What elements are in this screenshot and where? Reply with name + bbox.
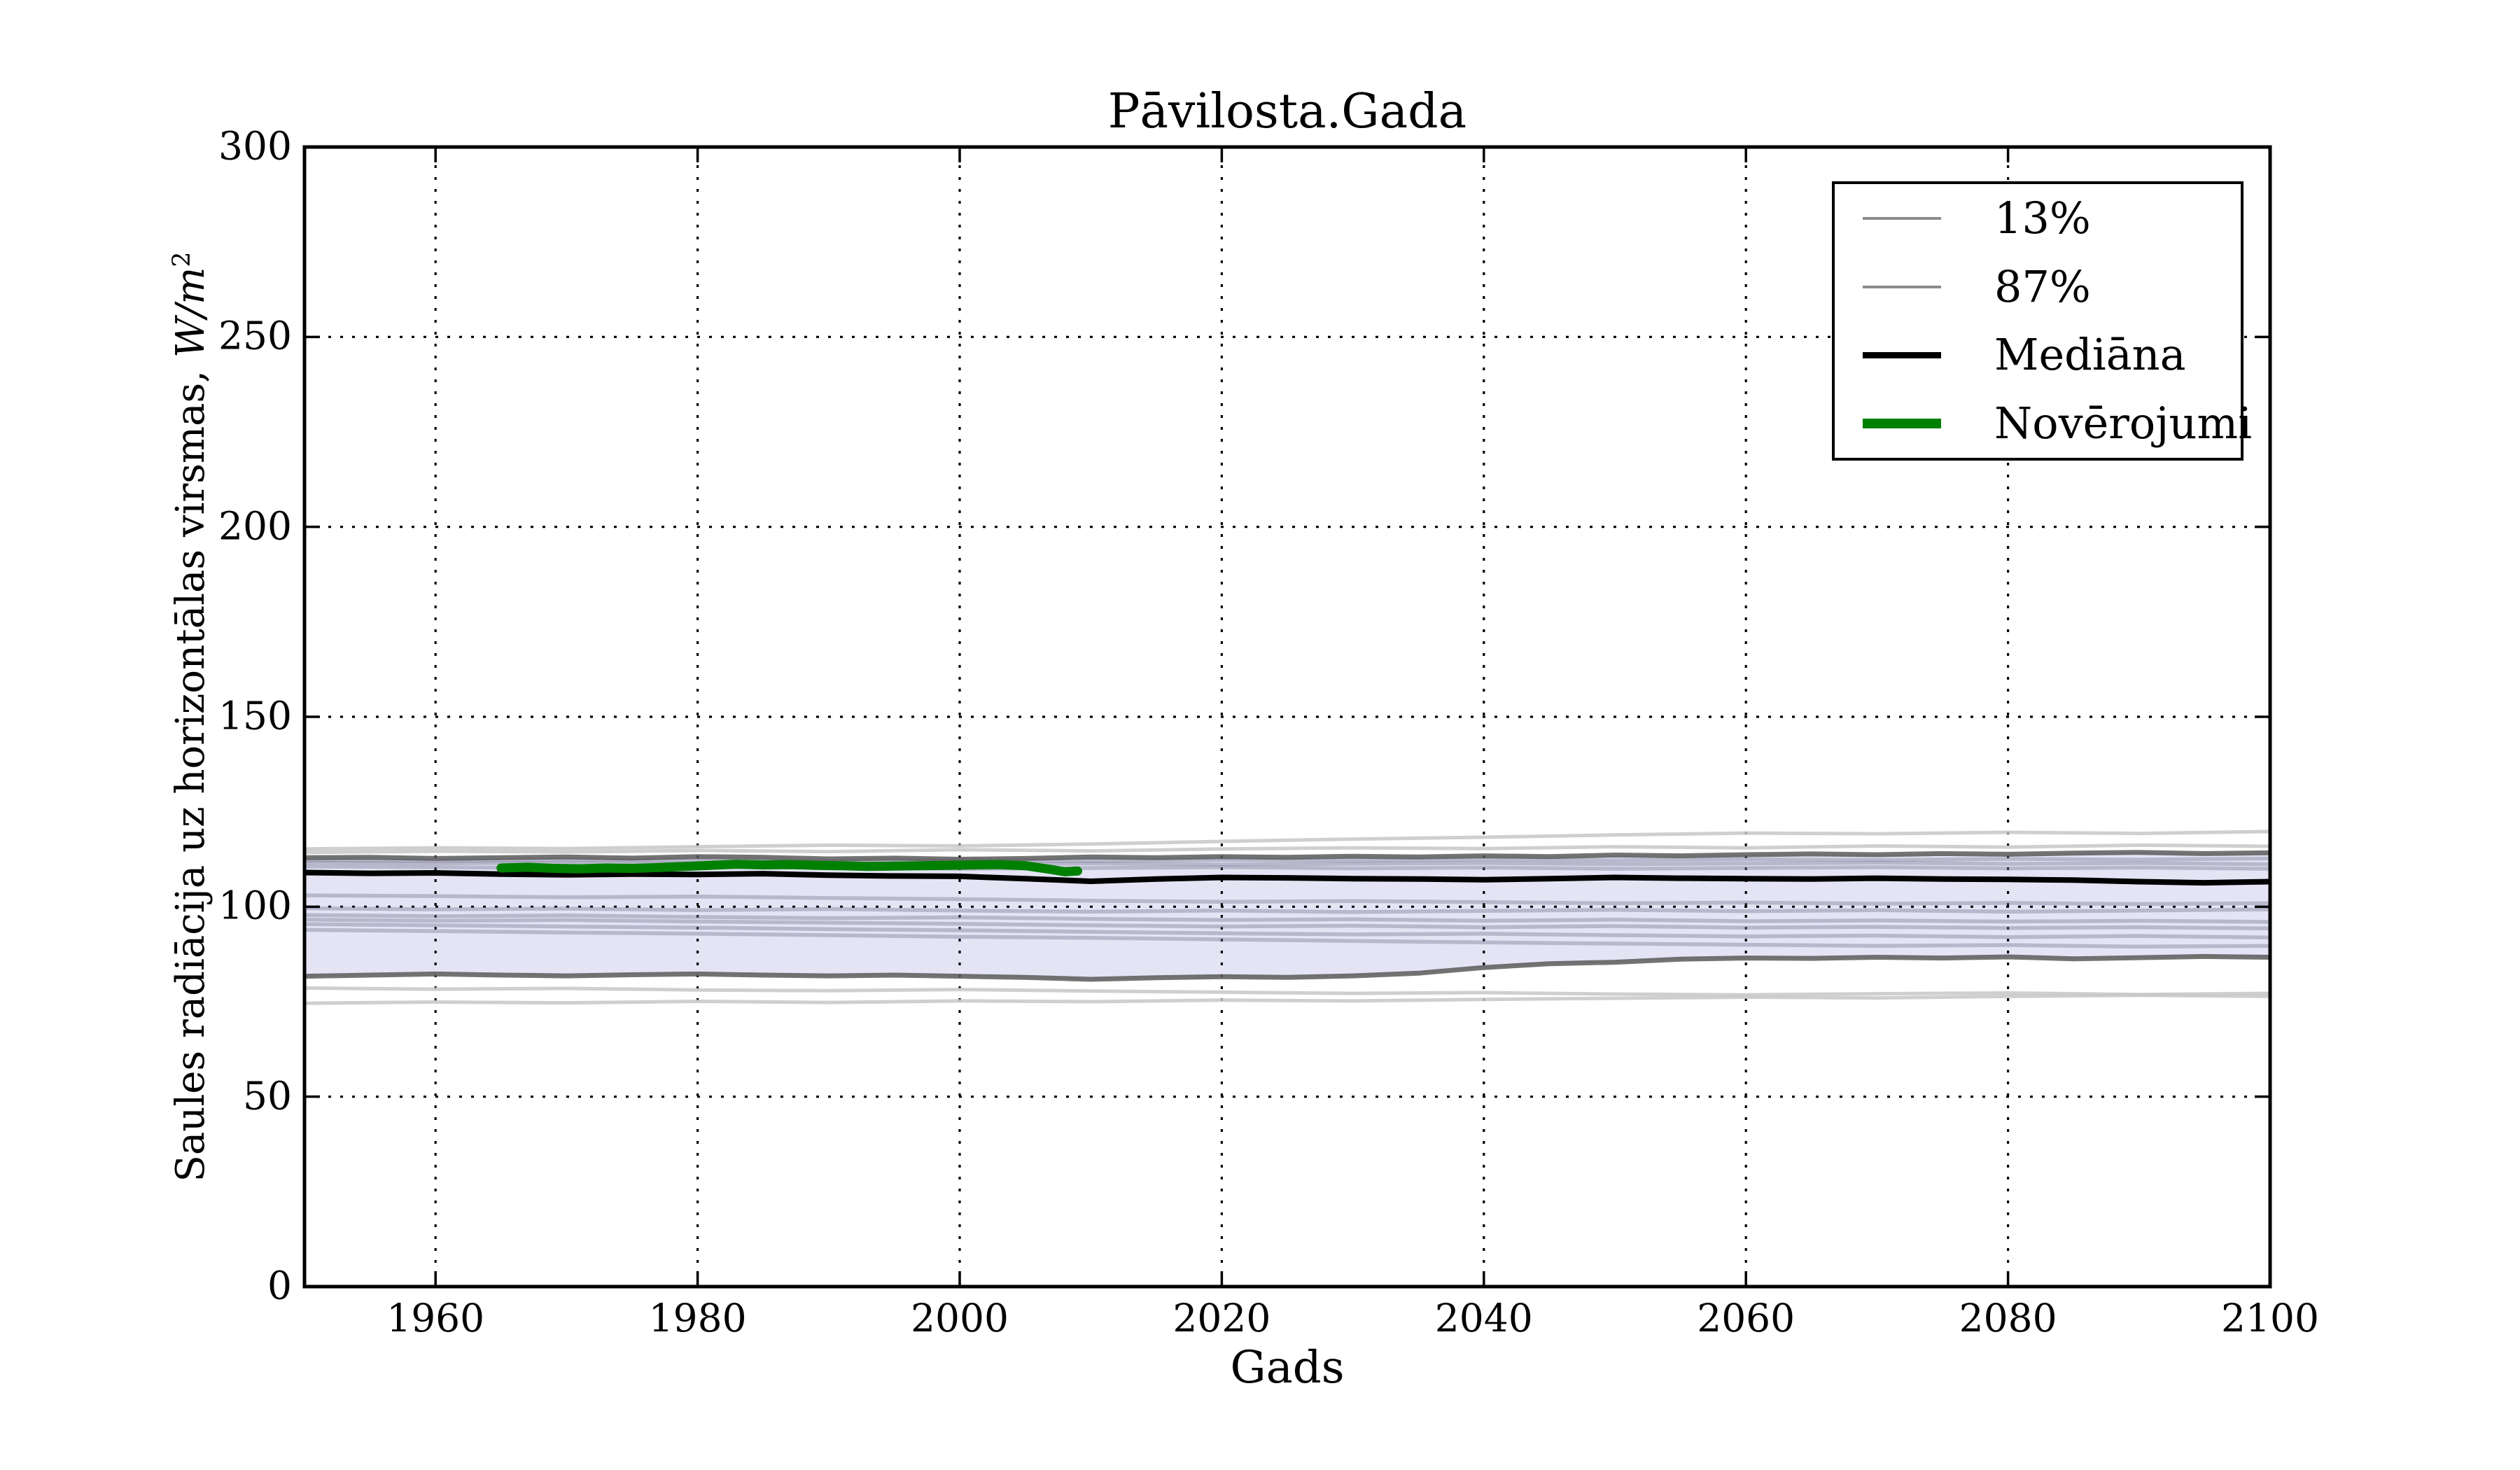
- ensemble-mid-5-line: [304, 922, 2271, 940]
- x-tick-label: 2100: [2221, 1296, 2319, 1340]
- y-tick-label: 50: [243, 1073, 292, 1119]
- legend-item-noverojumi: Novērojumi: [1835, 390, 2252, 457]
- x-tick-label: 2080: [1959, 1296, 2057, 1340]
- y-axis-label-unit: W/m: [167, 267, 214, 358]
- legend: 13% 87% Mediāna Novērojumi: [1832, 181, 2252, 461]
- ensemble-mid-2-line: [304, 906, 2271, 914]
- chart-title: Pāvilosta.Gada: [1107, 84, 1467, 139]
- ensemble-low-1-line: [304, 993, 2271, 1005]
- x-tick-label: 2020: [1172, 1296, 1271, 1340]
- ensemble-mid-1-line: [304, 893, 2271, 906]
- y-tick-label: 150: [218, 693, 292, 738]
- x-axis-label: Gads: [1230, 1342, 1345, 1394]
- legend-line-sample-13pct: [1863, 216, 1941, 220]
- x-tick-label: 2000: [911, 1296, 1009, 1340]
- ensemble-mid-3-line: [304, 913, 2271, 924]
- ensemble-mid-6-line: [304, 927, 2271, 949]
- ensemble-mid-7-line: [304, 860, 2271, 867]
- x-tick-label: 2060: [1697, 1296, 1795, 1340]
- ensemble-high-2-line: [304, 843, 2271, 855]
- lower-percentile-line: [304, 953, 2271, 982]
- ensemble-low-2-line: [304, 986, 2271, 997]
- percentile-band-fill: [304, 852, 2270, 979]
- legend-line-sample-noverojumi: [1863, 419, 1941, 429]
- y-tick-label: 200: [218, 503, 292, 549]
- y-tick-label: 0: [267, 1263, 292, 1308]
- legend-item-mediana: Mediāna: [1835, 321, 2241, 388]
- y-tick-label: 250: [218, 313, 292, 358]
- median-line: [304, 869, 2271, 886]
- ensemble-mid-4-line: [304, 918, 2271, 931]
- x-tick-label: 2040: [1434, 1296, 1533, 1340]
- x-tick-label: 1980: [648, 1296, 747, 1340]
- x-tick-label: 1960: [386, 1296, 485, 1340]
- y-tick-label: 300: [218, 123, 292, 169]
- legend-label: Novērojumi: [1994, 398, 2253, 449]
- legend-label: 13%: [1994, 192, 2091, 244]
- y-axis-label-text: Saules radiācija uz horizontālas virsmas…: [167, 358, 214, 1182]
- ensemble-high-1-line: [304, 830, 2271, 851]
- upper-percentile-line: [304, 850, 2271, 862]
- legend-label: 87%: [1994, 260, 2091, 312]
- y-axis-label-exponent: 2: [168, 251, 197, 267]
- legend-item-13pct: 13%: [1835, 185, 2241, 252]
- legend-label: Mediāna: [1994, 329, 2186, 381]
- legend-line-sample-87pct: [1863, 285, 1941, 288]
- legend-line-sample-mediana: [1863, 351, 1941, 358]
- y-axis-label: Saules radiācija uz horizontālas virsmas…: [167, 251, 214, 1182]
- y-tick-label: 100: [218, 883, 292, 928]
- legend-item-87pct: 87%: [1835, 253, 2241, 321]
- observations-line: [496, 860, 1082, 876]
